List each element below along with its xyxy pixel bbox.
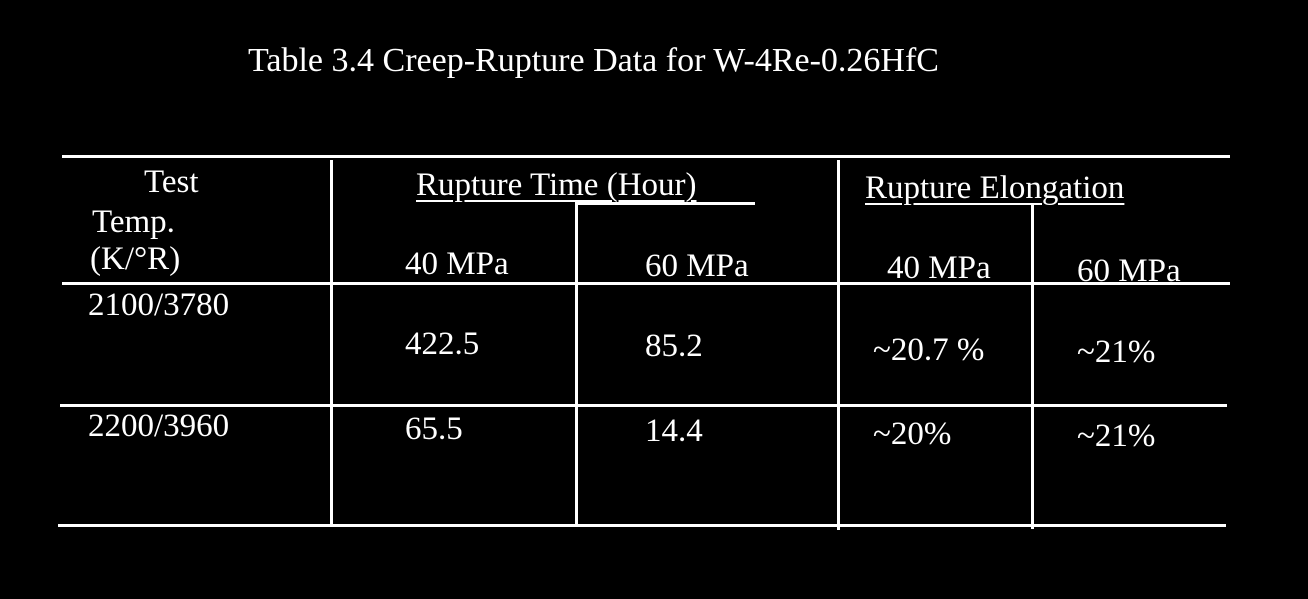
header-re-60mpa: 60 MPa bbox=[1077, 253, 1181, 289]
row2-rt-60: 14.4 bbox=[645, 413, 703, 449]
header-temp-line3: (K/°R) bbox=[90, 241, 181, 277]
col-divider-3 bbox=[837, 160, 840, 530]
row2-temp: 2200/3960 bbox=[88, 408, 230, 444]
row1-re-40: ~20.7 % bbox=[873, 332, 985, 368]
row1-temp: 2100/3780 bbox=[88, 287, 230, 323]
row2-re-60: ~21% bbox=[1077, 418, 1156, 454]
header-rt-60mpa: 60 MPa bbox=[645, 248, 749, 284]
col-divider-1 bbox=[330, 160, 333, 526]
row2-rt-40: 65.5 bbox=[405, 411, 463, 447]
header-temp-line1: Test bbox=[144, 164, 199, 200]
header-rupture-time: Rupture Time (Hour) bbox=[416, 167, 697, 203]
bottom-rule bbox=[58, 524, 1226, 527]
header-bottom-rule bbox=[62, 282, 1230, 285]
row1-re-60: ~21% bbox=[1077, 334, 1156, 370]
header-rt-40mpa: 40 MPa bbox=[405, 246, 509, 282]
top-rule bbox=[62, 155, 1230, 158]
table-title: Table 3.4 Creep-Rupture Data for W-4Re-0… bbox=[248, 42, 939, 79]
header-rupture-elongation: Rupture Elongation bbox=[865, 170, 1125, 206]
col-divider-4 bbox=[1031, 205, 1034, 529]
row1-rt-60: 85.2 bbox=[645, 328, 703, 364]
row1-rt-40: 422.5 bbox=[405, 326, 480, 362]
row2-re-40: ~20% bbox=[873, 416, 952, 452]
rupture-time-subrule bbox=[578, 202, 755, 205]
col-divider-2 bbox=[575, 202, 578, 526]
row-divider-rule bbox=[60, 404, 1227, 407]
header-re-40mpa: 40 MPa bbox=[887, 250, 991, 286]
header-temp-line2: Temp. bbox=[92, 204, 175, 240]
